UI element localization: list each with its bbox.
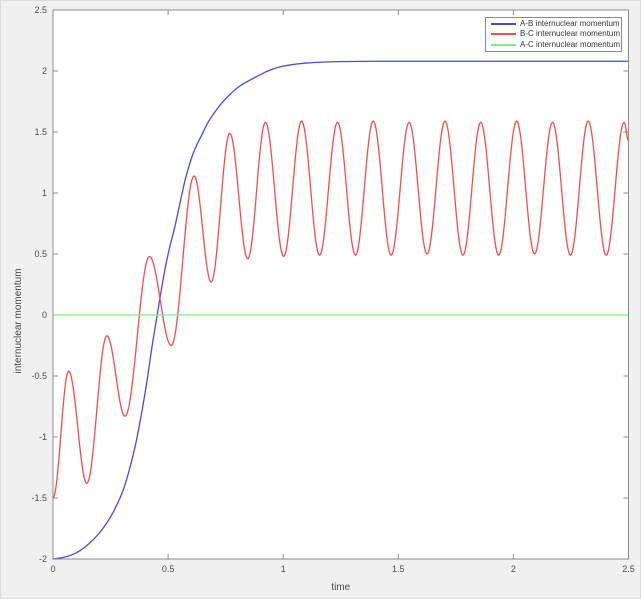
x-axis-label: time: [331, 582, 350, 593]
legend: A-B internuclear momentum B-C internuclea…: [485, 17, 622, 52]
x-tick-label: 0.5: [162, 564, 175, 574]
legend-item-ab: A-B internuclear momentum: [486, 19, 621, 29]
series-line-bc: [52, 120, 630, 499]
x-tick-label: 1.5: [392, 564, 405, 574]
x-tick-label: 2: [511, 564, 516, 574]
y-tick-label: -1.5: [31, 493, 47, 503]
y-tick-label: -1: [39, 432, 47, 442]
y-tick-label: -2: [39, 554, 47, 564]
x-tick-label: 1: [281, 564, 286, 574]
plot-area: [53, 10, 629, 559]
legend-label: A-C internuclear momentum: [520, 39, 621, 49]
y-tick-label: 1: [42, 188, 47, 198]
series-lines: [52, 60, 630, 560]
y-tick-label: 2: [42, 66, 47, 76]
legend-label: A-B internuclear momentum: [520, 19, 620, 29]
y-tick-label: 1.5: [34, 127, 47, 137]
x-tick-label: 0: [50, 564, 55, 574]
legend-item-bc: B-C internuclear momentum: [486, 29, 621, 39]
y-axis-label: internuclear momentum: [13, 268, 24, 373]
y-tick-label: 0: [42, 310, 47, 320]
tick-labels: 0 0.5 1 1.5 2 2.5 -2 -1.5 -1 -0.5 0 0.5 1 1.5 2 2.5: [31, 5, 634, 574]
legend-swatch-ac: [491, 43, 516, 46]
legend-item-ac: A-C internuclear momentum: [486, 40, 621, 50]
series-line-ab: [52, 60, 630, 560]
legend-swatch-bc: [491, 33, 516, 36]
legend-swatch-ab: [491, 23, 516, 26]
x-tick-label: 2.5: [622, 564, 635, 574]
y-tick-label: 0.5: [34, 249, 47, 259]
y-tick-label: 2.5: [34, 5, 47, 15]
axis-box: [52, 9, 629, 560]
y-tick-label: -0.5: [31, 371, 47, 381]
legend-label: B-C internuclear momentum: [520, 29, 621, 39]
